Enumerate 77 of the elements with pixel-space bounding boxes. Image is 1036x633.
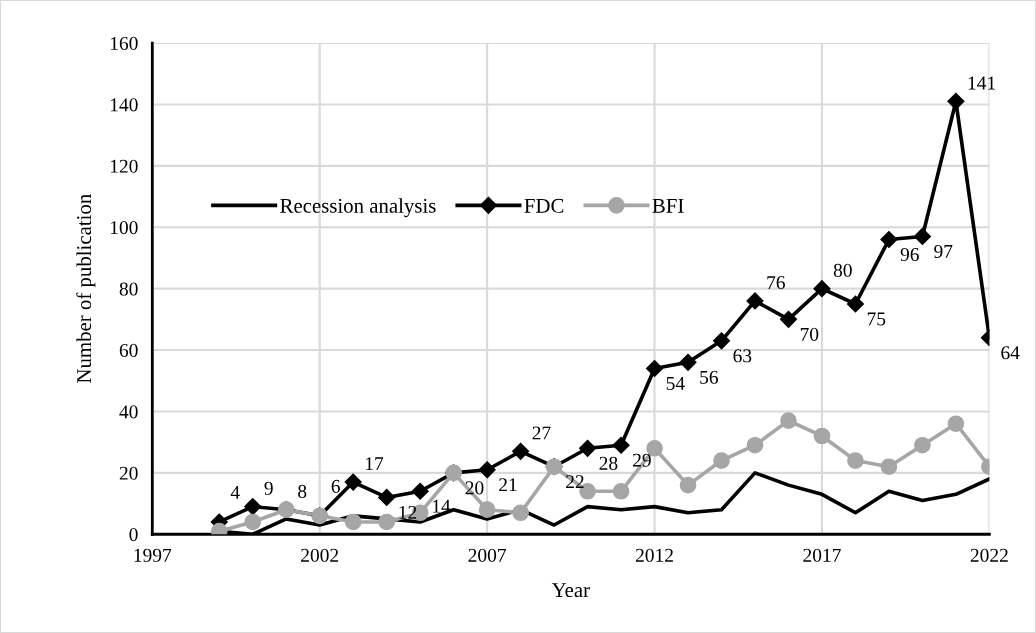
legend-label: Recession analysis	[280, 198, 436, 218]
point	[512, 504, 529, 522]
data-label: 12	[399, 505, 417, 519]
point	[813, 280, 831, 298]
data-label: 70	[800, 327, 819, 341]
point	[612, 482, 630, 500]
point	[512, 442, 530, 460]
y-tick-label: 100	[110, 221, 138, 235]
point	[880, 458, 898, 476]
point	[779, 310, 798, 328]
data-label: 21	[499, 478, 517, 492]
data-label: 27	[532, 426, 551, 440]
y-tick-label: 20	[119, 466, 138, 480]
x-tick-label: 2002	[301, 548, 339, 562]
point	[947, 92, 965, 110]
data-label: 64	[1001, 346, 1020, 360]
data-label: 56	[700, 370, 718, 384]
data-label: 6	[331, 479, 340, 493]
point	[914, 436, 931, 454]
data-label: 75	[867, 312, 886, 326]
y-tick-label: 140	[110, 98, 138, 112]
point	[846, 295, 864, 313]
point	[378, 488, 396, 506]
point	[344, 513, 362, 531]
point	[713, 452, 730, 469]
data-label: 29	[633, 453, 651, 467]
y-tick-label: 80	[119, 282, 138, 296]
data-label: 141	[968, 76, 996, 90]
x-tick-label: 2007	[468, 548, 507, 562]
point	[813, 427, 831, 445]
data-label: 28	[599, 456, 618, 470]
data-label: 9	[264, 481, 273, 495]
y-tick-label: 0	[129, 528, 138, 542]
data-label: 80	[833, 263, 852, 277]
x-tick-label: 2012	[635, 548, 673, 562]
point	[847, 452, 864, 469]
point	[880, 230, 898, 249]
data-label: 14	[432, 499, 451, 513]
point	[712, 332, 731, 350]
data-label: 22	[566, 475, 584, 489]
point	[478, 501, 496, 519]
data-label: 4	[230, 486, 240, 499]
data-label: 8	[298, 484, 307, 498]
point	[780, 412, 797, 429]
legend-label: FDC	[524, 198, 564, 213]
point	[947, 415, 965, 433]
y-tick-label: 160	[110, 36, 138, 50]
x-tick-label: 2022	[970, 548, 1008, 562]
data-label: 76	[767, 276, 785, 290]
y-tick-label: 60	[119, 343, 138, 357]
data-label: 20	[465, 481, 484, 495]
point	[378, 513, 396, 531]
point	[411, 482, 429, 500]
point	[746, 436, 764, 454]
x-tick-label: 2017	[803, 548, 841, 562]
point	[679, 353, 697, 371]
x-axis-title: Year	[551, 583, 590, 598]
point	[344, 473, 362, 491]
point	[478, 461, 496, 479]
y-axis-title: Number of publication	[76, 194, 96, 383]
point	[612, 436, 630, 454]
y-tick-label: 120	[110, 159, 138, 173]
data-label: 97	[934, 244, 953, 258]
legend-label: BFI	[652, 199, 684, 213]
x-tick-label: 1997	[134, 548, 172, 562]
point	[244, 513, 262, 531]
data-label: 17	[366, 457, 384, 471]
point	[913, 227, 931, 246]
point	[679, 476, 697, 494]
point	[645, 359, 664, 378]
data-label: 96	[900, 247, 919, 262]
point	[579, 439, 597, 457]
data-label: 63	[733, 349, 752, 363]
point	[244, 498, 262, 516]
point	[746, 292, 764, 310]
data-label: 54	[666, 377, 685, 390]
y-tick-label: 40	[119, 405, 138, 419]
